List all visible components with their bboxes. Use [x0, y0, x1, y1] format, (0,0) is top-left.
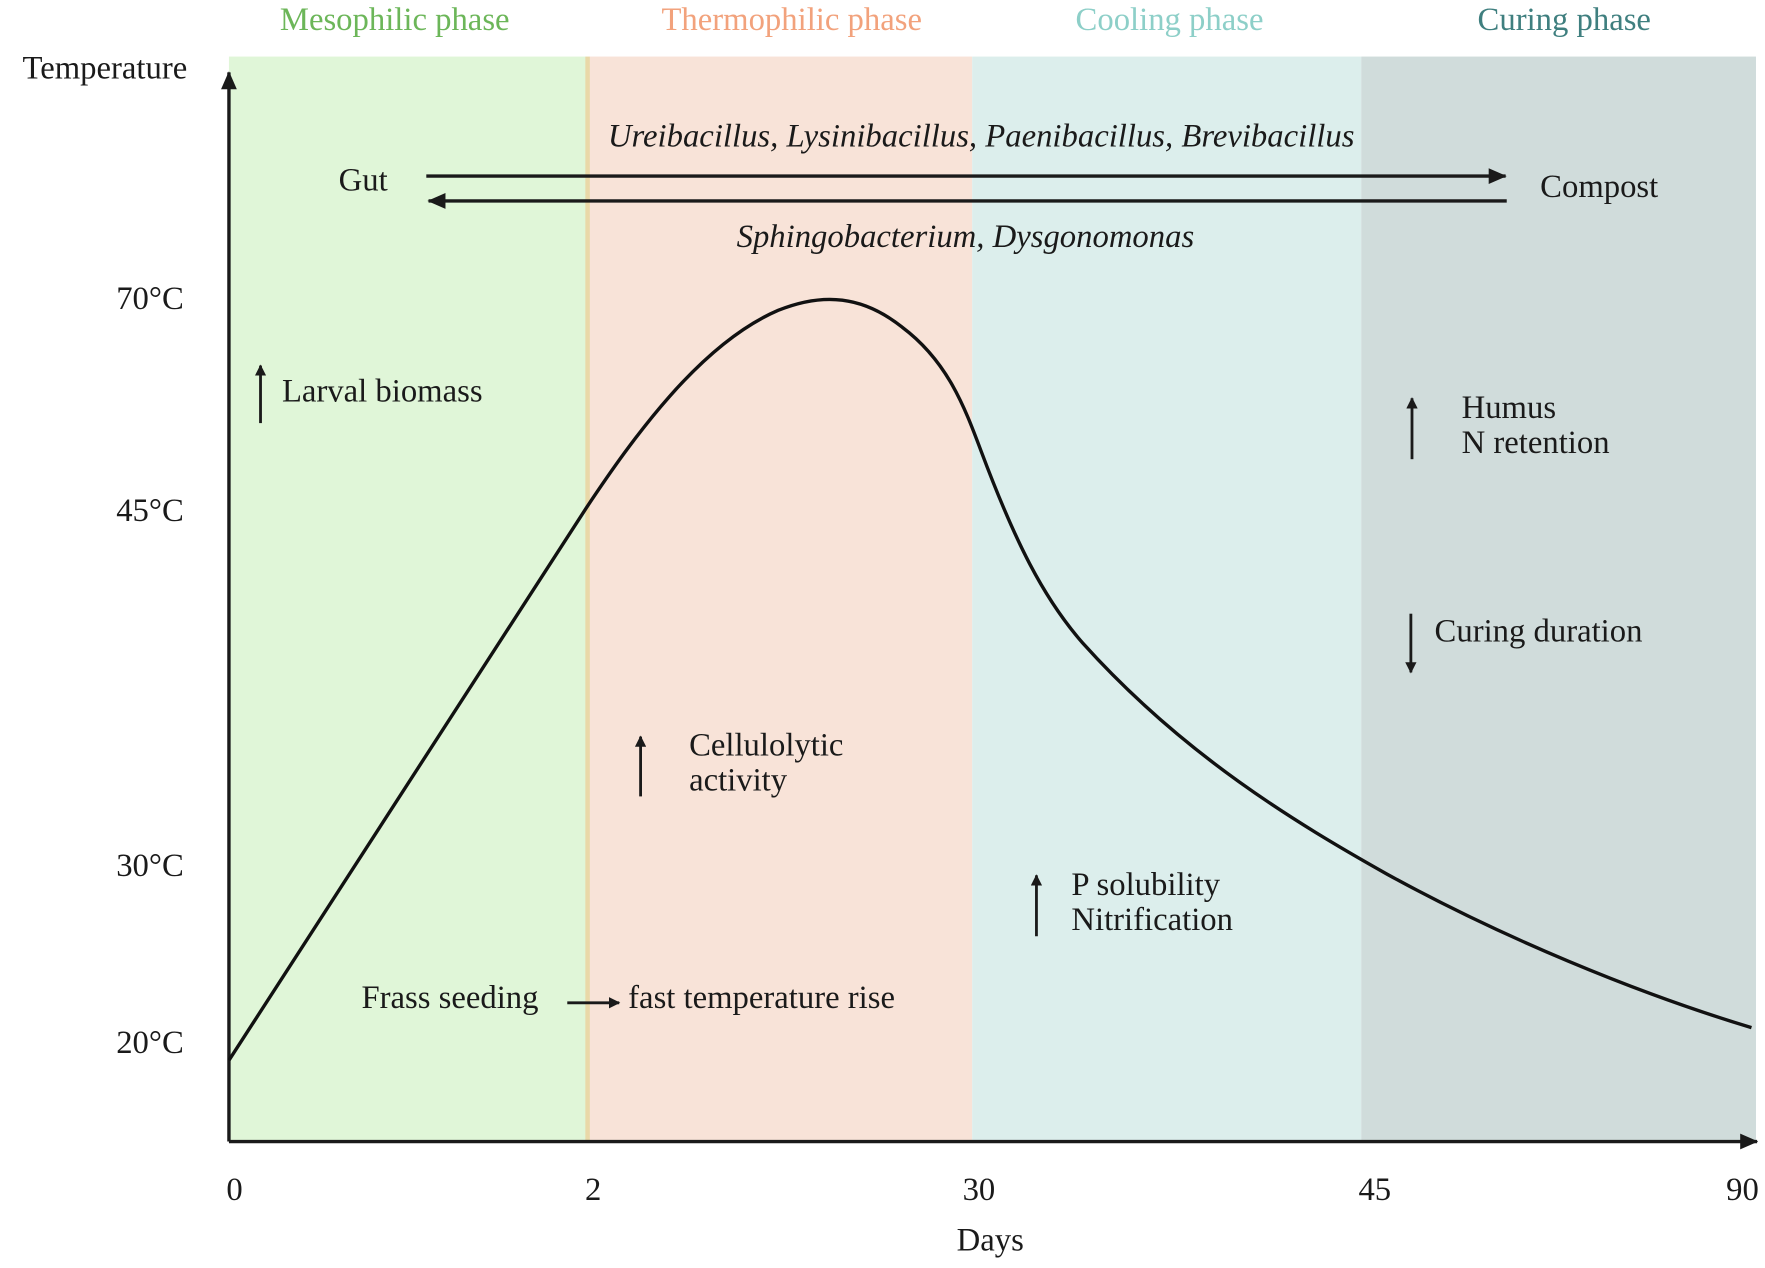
- transfer-source: Gut: [339, 162, 388, 198]
- y-tick-label: 30°C: [116, 848, 184, 884]
- y-tick-label: 45°C: [116, 493, 184, 529]
- x-tick-label: 90: [1726, 1172, 1759, 1208]
- annotation: fast temperature rise: [628, 980, 895, 1016]
- phase-band: [972, 56, 1362, 1142]
- annotation: P solubility: [1071, 867, 1220, 903]
- annotation: Cellulolytic: [689, 727, 843, 763]
- y-axis-label: Temperature: [23, 51, 188, 87]
- x-tick-label: 0: [226, 1172, 242, 1208]
- annotation: Curing duration: [1435, 614, 1643, 650]
- backward-taxa: Sphingobacterium, Dysgonomonas: [737, 219, 1195, 255]
- phase-band: [587, 56, 973, 1142]
- annotation: Frass seeding: [361, 980, 538, 1016]
- x-tick-label: 45: [1358, 1172, 1391, 1208]
- temperature-curve: [227, 297, 1752, 1062]
- phase-label: Cooling phase: [1076, 2, 1264, 38]
- phase-label: Curing phase: [1478, 2, 1651, 38]
- x-axis-label: Days: [957, 1223, 1024, 1259]
- y-tick-label: 20°C: [116, 1025, 184, 1061]
- phase-band: [1361, 56, 1756, 1142]
- transfer-target: Compost: [1540, 169, 1658, 205]
- annotation: Nitrification: [1071, 902, 1233, 938]
- phase-label: Mesophilic phase: [280, 2, 510, 38]
- y-tick-label: 70°C: [116, 281, 184, 317]
- phase-label: Thermophilic phase: [661, 2, 922, 38]
- forward-taxa: Ureibacillus, Lysinibacillus, Paenibacil…: [608, 118, 1355, 154]
- x-tick-label: 30: [963, 1172, 996, 1208]
- annotation: Humus: [1462, 390, 1556, 426]
- annotation: Larval biomass: [282, 373, 483, 409]
- x-tick-label: 2: [585, 1172, 601, 1208]
- annotation: activity: [689, 762, 788, 798]
- annotation: N retention: [1462, 425, 1610, 461]
